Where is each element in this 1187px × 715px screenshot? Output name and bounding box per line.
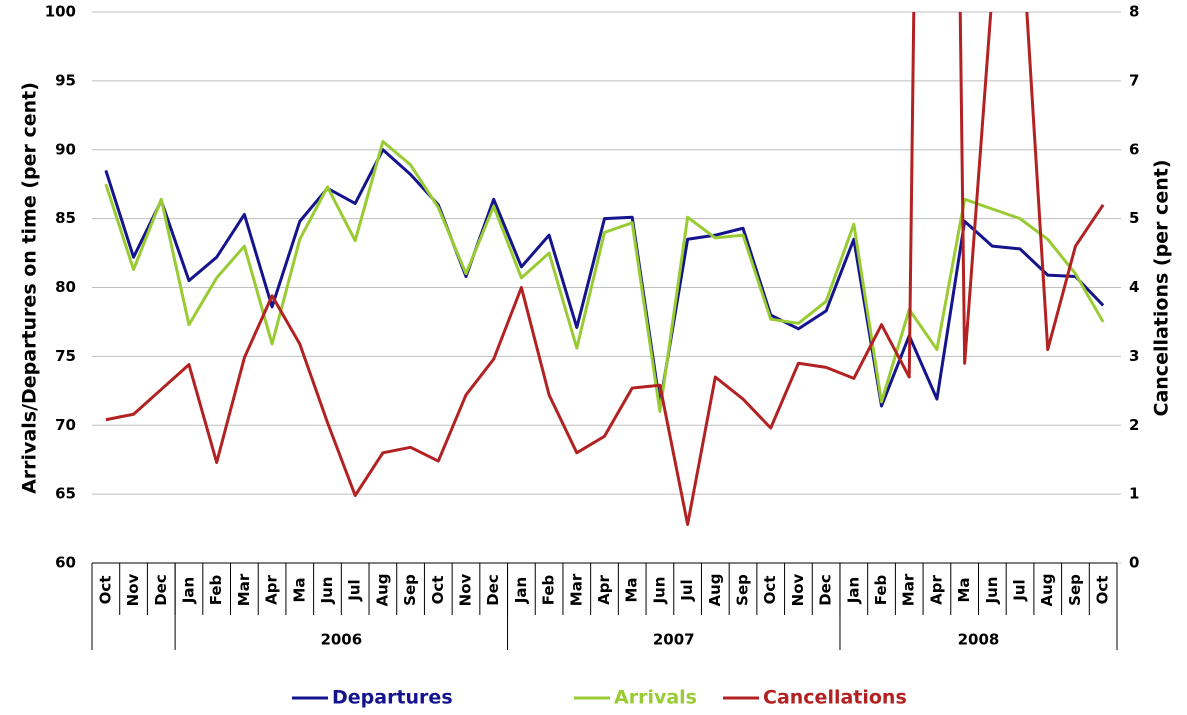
x-tick-label: Jul [346,579,364,601]
y-tick-label: 60 [55,554,76,572]
y2-tick-label: 0 [1129,554,1139,572]
x-tick-label: Aug [706,573,724,606]
x-tick-label: Jul [678,579,696,601]
x-tick-label: Oct [761,576,779,605]
y-tick-label: 85 [55,209,76,227]
series-line [104,139,1105,413]
group-label: 2006 [320,631,362,649]
legend-label: Cancellations [763,687,907,709]
x-tick-label: Oct [1094,576,1112,605]
x-tick-label: Mar [900,573,918,606]
x-tick-label: Apr [595,575,613,605]
y2-tick-label: 8 [1129,3,1139,21]
y2-tick-label: 4 [1129,278,1139,296]
x-tick-label: Aug [373,573,391,606]
x-tick-label: Jan [844,577,862,604]
y-tick-label: 75 [55,347,76,365]
x-tick-label: Mar [567,573,585,606]
y-tick-label: 65 [55,485,76,503]
y-tick-label: 80 [55,278,76,296]
x-tick-label: Ma [623,577,641,602]
x-tick-label: Jan [512,577,530,604]
y-tick-label: 90 [55,140,76,158]
y2-tick-label: 7 [1129,71,1139,89]
series-line [104,148,1105,408]
x-tick-label: Apr [927,575,945,605]
x-tick-label: Sep [401,574,419,606]
y2-axis-label: Cancellations (per cent) [1151,160,1173,417]
x-tick-label: Aug [1038,573,1056,606]
y-tick-label: 95 [55,71,76,89]
x-tick-label: Mar [235,573,253,606]
y2-tick-label: 1 [1129,485,1139,503]
x-tick-label: Sep [734,574,752,606]
x-tick-label: Oct [96,576,114,605]
x-tick-label: Dec [484,574,502,606]
y-axis-label: Arrivals/Departures on time (per cent) [19,82,41,494]
y-tick-label: 100 [45,3,76,21]
legend-label: Departures [332,687,453,709]
x-tick-label: Oct [429,576,447,605]
x-tick-label: Ma [955,577,973,602]
series-line [105,12,1105,526]
group-label: 2008 [958,631,1000,649]
x-tick-label: Dec [817,574,835,606]
x-tick-label: Jun [650,577,668,605]
y2-tick-label: 6 [1129,140,1139,158]
y2-tick-label: 5 [1129,209,1139,227]
x-tick-label: Jun [983,577,1001,605]
legend-label: Arrivals [614,687,697,709]
x-tick-label: Jan [179,577,197,604]
x-tick-label: Feb [540,574,558,605]
x-tick-label: Jul [1011,579,1029,601]
x-tick-label: Nov [456,573,474,606]
x-tick-label: Sep [1066,574,1084,606]
y-tick-label: 70 [55,416,76,434]
x-tick-label: Jun [318,577,336,605]
x-tick-label: Apr [263,575,281,605]
x-tick-label: Feb [872,574,890,605]
x-tick-label: Ma [290,577,308,602]
y2-tick-label: 3 [1129,347,1139,365]
x-tick-label: Feb [207,574,225,605]
group-label: 2007 [653,631,695,649]
x-tick-label: Nov [789,573,807,606]
x-tick-label: Nov [124,573,142,606]
x-tick-label: Dec [152,574,170,606]
y2-tick-label: 2 [1129,416,1139,434]
